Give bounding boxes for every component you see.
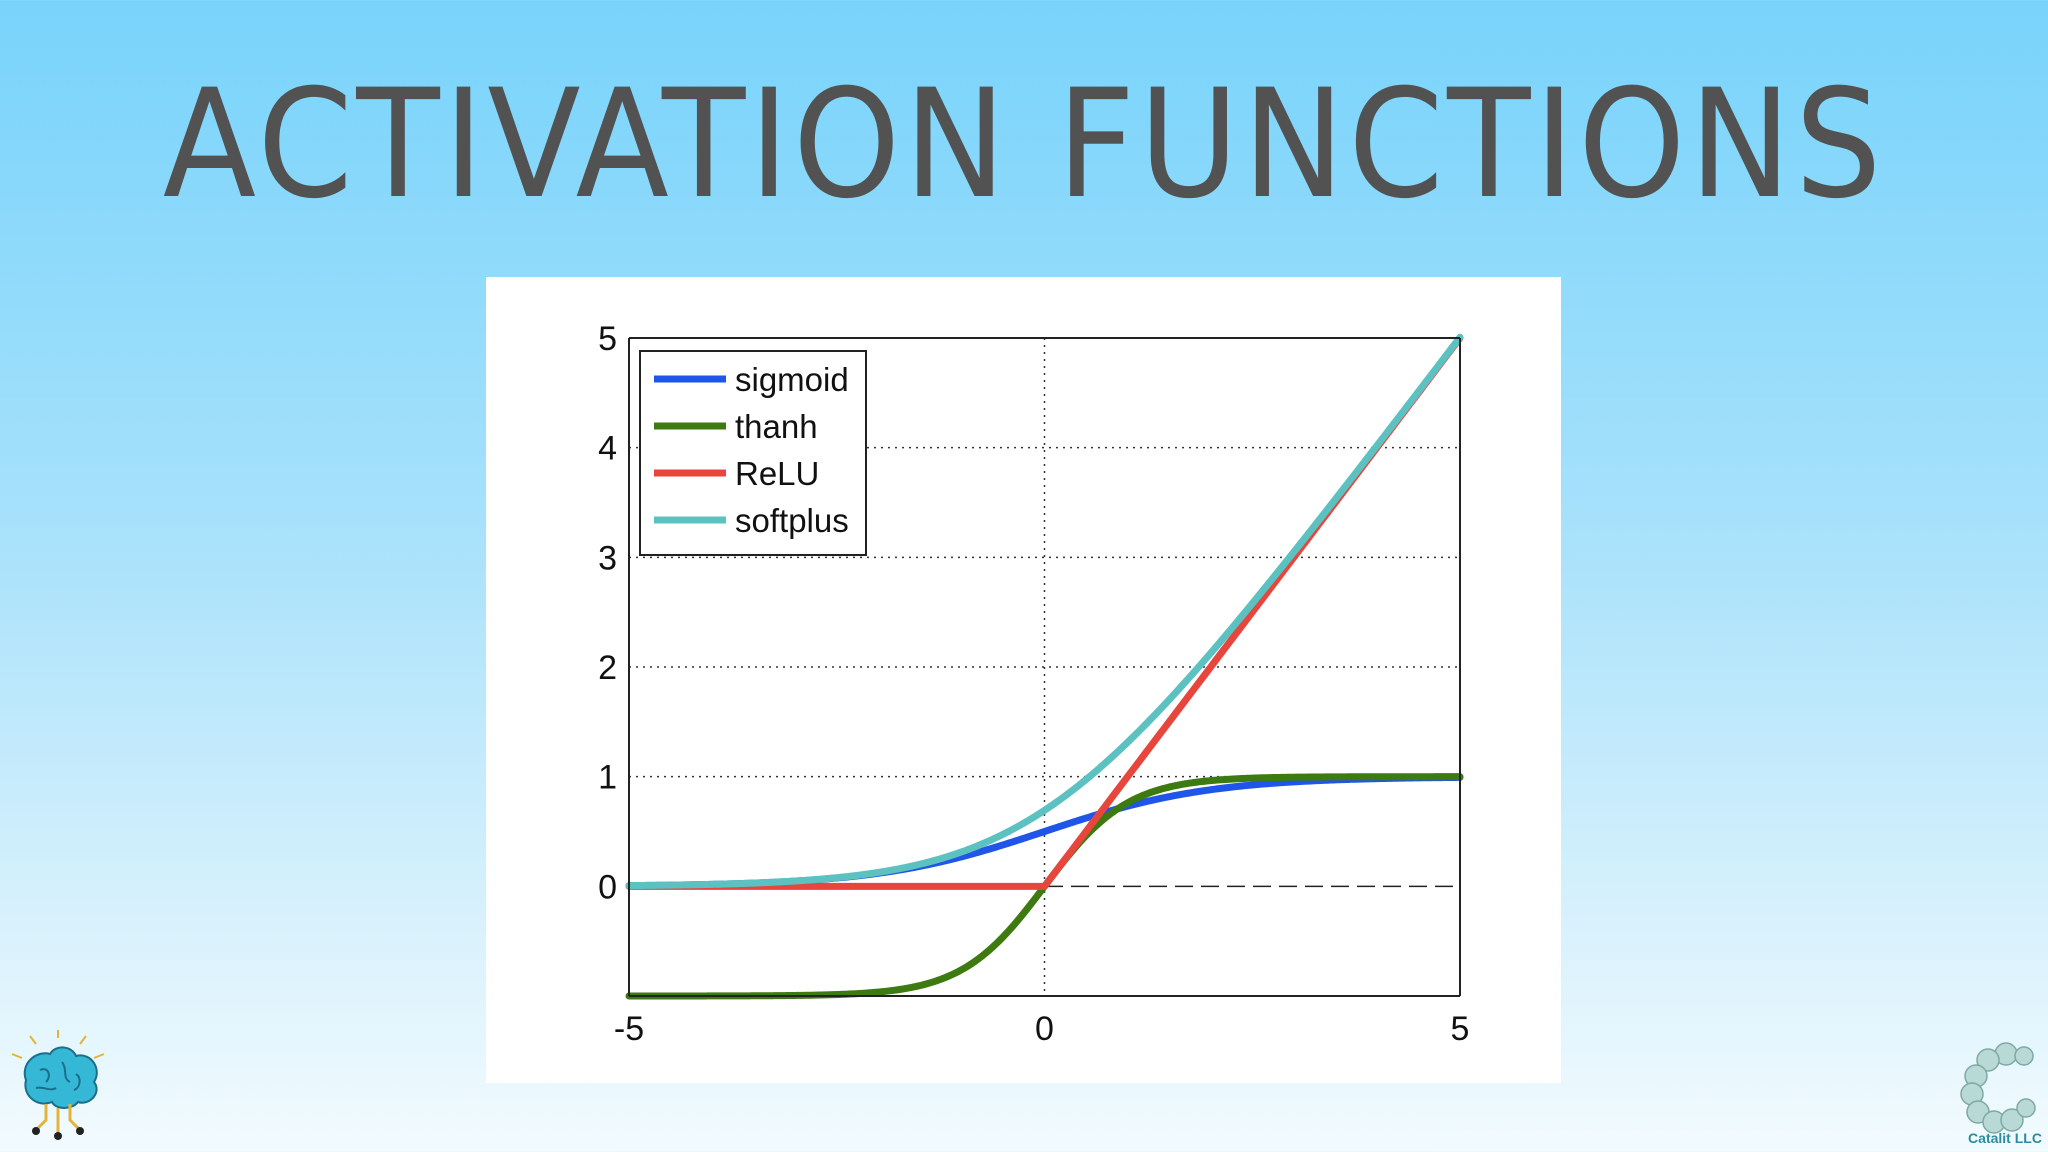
y-tick-label: 4 (598, 430, 617, 468)
x-tick-labels: -5 0 5 (614, 1010, 1470, 1048)
y-tick-label: 5 (598, 320, 617, 358)
x-tick-label: 0 (1035, 1010, 1054, 1048)
legend-label-sigmoid: sigmoid (735, 361, 849, 398)
x-tick-label: 5 (1451, 1010, 1470, 1048)
series-line-softplus (625, 333, 1464, 890)
y-tick-label: 3 (598, 539, 617, 577)
axes-box (628, 337, 1461, 997)
x-tick-label: -5 (614, 1010, 644, 1048)
y-tick-label: 0 (598, 868, 617, 906)
grid-lines (629, 337, 1460, 996)
y-tick-labels: 0 1 2 3 4 5 (598, 320, 617, 906)
legend: sigmoid thanh ReLU softplus (639, 350, 867, 556)
activation-functions-chart: -5 0 5 0 1 2 3 4 5 sigmoid thanh ReLU softplus (598, 320, 1470, 1048)
chart-panel: -5 0 5 0 1 2 3 4 5 sigmoid thanh ReLU softplus (486, 277, 1561, 1083)
legend-label-softplus: softplus (735, 502, 849, 539)
y-tick-label: 1 (598, 759, 617, 797)
y-tick-label: 2 (598, 649, 617, 687)
brain-circuit-icon (11, 1030, 105, 1140)
catalit-molecule-icon (1960, 1042, 2036, 1134)
legend-label-relu: ReLU (735, 455, 819, 492)
slide-title: ACTIVATION FUNCTIONS (162, 58, 1886, 232)
catalit-logo-text: Catalit LLC (1968, 1130, 2042, 1146)
legend-label-thanh: thanh (735, 408, 818, 445)
